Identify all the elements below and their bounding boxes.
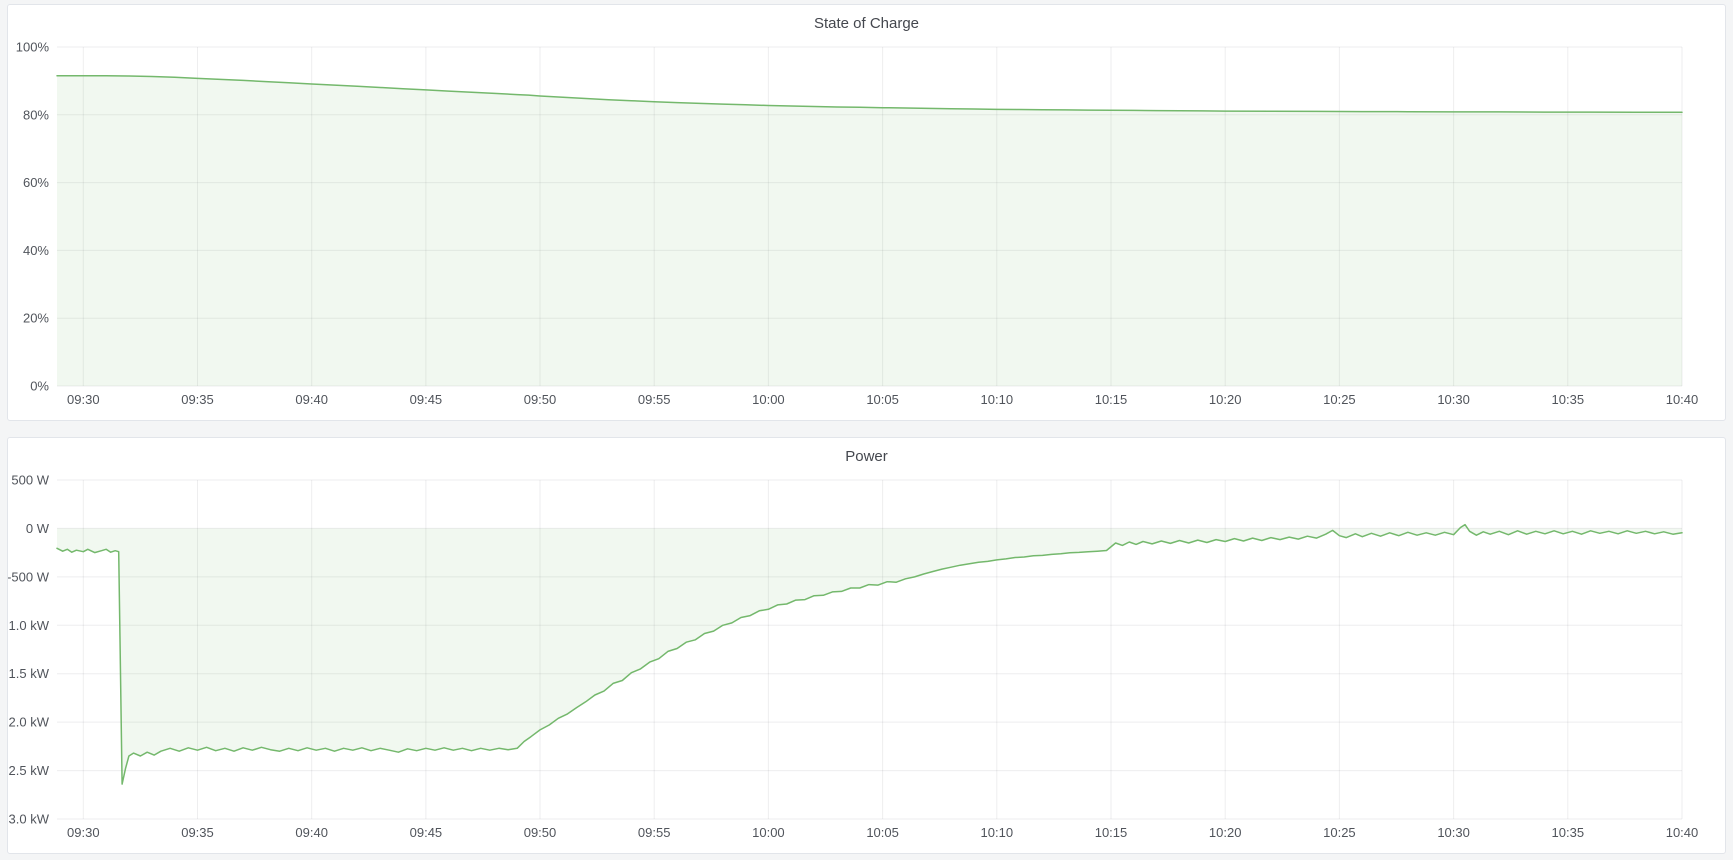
svg-text:80%: 80% xyxy=(23,107,49,122)
svg-text:10:20: 10:20 xyxy=(1209,825,1242,840)
svg-text:09:30: 09:30 xyxy=(67,825,100,840)
svg-text:09:45: 09:45 xyxy=(410,392,443,407)
svg-text:09:50: 09:50 xyxy=(524,825,557,840)
svg-text:-500 W: -500 W xyxy=(8,569,50,584)
svg-text:10:40: 10:40 xyxy=(1666,392,1699,407)
svg-text:09:35: 09:35 xyxy=(181,392,214,407)
state-of-charge-panel: State of Charge 100% 80% 60% 40% 20% 0% 09:30 0… xyxy=(7,4,1726,421)
svg-text:09:40: 09:40 xyxy=(295,392,328,407)
svg-text:40%: 40% xyxy=(23,243,49,258)
svg-text:10:25: 10:25 xyxy=(1323,825,1356,840)
power-panel: Power 500 W 0 W -500 W -1.0 kW -1.5 kW -2.0 k… xyxy=(7,437,1726,854)
svg-text:10:15: 10:15 xyxy=(1095,392,1128,407)
svg-text:09:40: 09:40 xyxy=(295,825,328,840)
svg-text:0 W: 0 W xyxy=(26,521,50,536)
svg-text:10:30: 10:30 xyxy=(1437,392,1470,407)
svg-text:09:45: 09:45 xyxy=(410,825,443,840)
svg-text:10:30: 10:30 xyxy=(1437,825,1470,840)
svg-text:500 W: 500 W xyxy=(11,473,49,488)
svg-text:-1.5 kW: -1.5 kW xyxy=(8,666,50,681)
state-of-charge-chart[interactable]: 100% 80% 60% 40% 20% 0% 09:30 09:35 09:40 09:45 09… xyxy=(8,5,1725,420)
svg-text:09:35: 09:35 xyxy=(181,825,214,840)
svg-text:10:00: 10:00 xyxy=(752,392,785,407)
svg-text:10:10: 10:10 xyxy=(981,825,1014,840)
svg-text:-2.5 kW: -2.5 kW xyxy=(8,763,50,778)
svg-text:100%: 100% xyxy=(16,40,50,55)
svg-text:10:05: 10:05 xyxy=(866,392,899,407)
panel-title[interactable]: Power xyxy=(845,448,888,465)
svg-text:10:35: 10:35 xyxy=(1552,392,1585,407)
power-chart[interactable]: 500 W 0 W -500 W -1.0 kW -1.5 kW -2.0 kW -2.5 … xyxy=(8,438,1725,853)
svg-text:09:30: 09:30 xyxy=(67,392,100,407)
svg-text:10:20: 10:20 xyxy=(1209,392,1242,407)
svg-text:10:25: 10:25 xyxy=(1323,392,1356,407)
svg-text:-1.0 kW: -1.0 kW xyxy=(8,618,50,633)
svg-text:09:55: 09:55 xyxy=(638,392,671,407)
svg-text:10:15: 10:15 xyxy=(1095,825,1128,840)
svg-text:10:40: 10:40 xyxy=(1666,825,1699,840)
svg-text:10:00: 10:00 xyxy=(752,825,785,840)
svg-text:60%: 60% xyxy=(23,175,49,190)
svg-text:10:35: 10:35 xyxy=(1552,825,1585,840)
svg-text:09:50: 09:50 xyxy=(524,392,557,407)
panel-title[interactable]: State of Charge xyxy=(813,15,920,32)
svg-text:10:10: 10:10 xyxy=(981,392,1014,407)
svg-text:20%: 20% xyxy=(23,311,49,326)
svg-text:-2.0 kW: -2.0 kW xyxy=(8,715,50,730)
svg-text:0%: 0% xyxy=(30,379,49,394)
svg-text:-3.0 kW: -3.0 kW xyxy=(8,812,50,827)
svg-text:10:05: 10:05 xyxy=(866,825,899,840)
svg-text:09:55: 09:55 xyxy=(638,825,671,840)
